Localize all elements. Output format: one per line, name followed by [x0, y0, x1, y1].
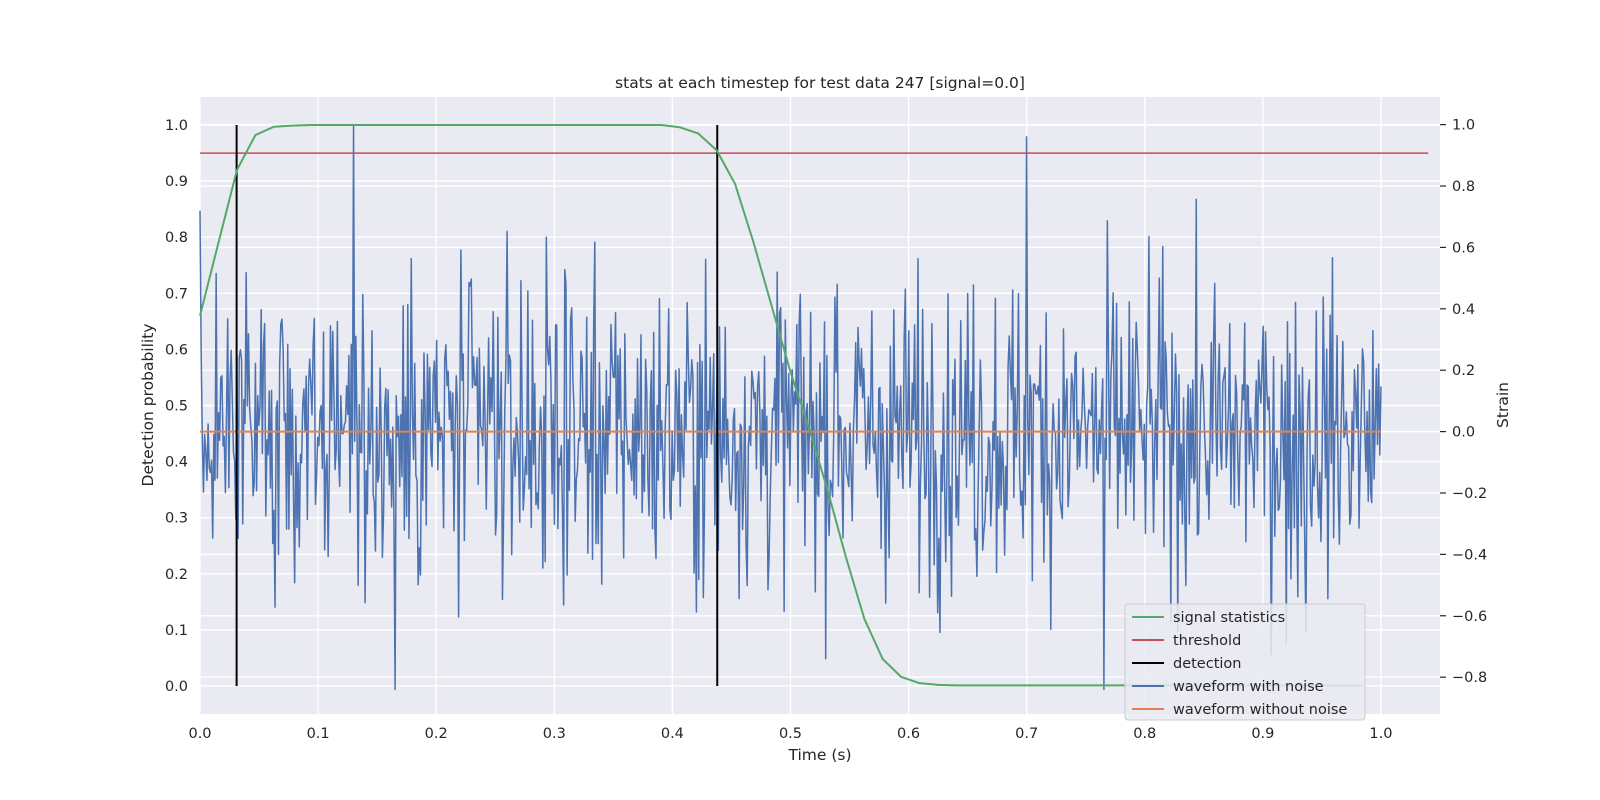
y-tick-label: 0.2: [165, 567, 188, 583]
x-tick-labels: 0.0 0.1 0.2 0.3 0.4 0.5 0.6 0.7 0.8 0.9 1.0: [188, 726, 1392, 742]
y2-axis-label: Strain: [1494, 382, 1512, 428]
x-tick-label: 0.7: [1015, 726, 1038, 742]
y-tick-label: 0.1: [165, 623, 188, 639]
y2-tick-label: −0.8: [1452, 670, 1487, 686]
y2-tick-label: 0.6: [1452, 240, 1475, 256]
y2-tick-label: −0.6: [1452, 609, 1487, 625]
y2-tick-label: −0.4: [1452, 547, 1487, 563]
x-tick-label: 1.0: [1369, 726, 1392, 742]
y2-tick-label: 0.4: [1452, 302, 1475, 318]
y2-tick-label: 0.0: [1452, 425, 1475, 441]
legend-label-waveform-without-noise: waveform without noise: [1173, 702, 1347, 718]
legend-label-waveform-with-noise: waveform with noise: [1173, 679, 1324, 695]
x-tick-label: 0.5: [779, 726, 802, 742]
y2-tick-label: 1.0: [1452, 118, 1475, 134]
legend-label-detection: detection: [1173, 656, 1241, 672]
y2-tick-label: 0.2: [1452, 363, 1475, 379]
x-axis-label: Time (s): [787, 746, 851, 764]
series-waveform-with-noise: [199, 123, 1382, 691]
x-tick-label: 0.3: [543, 726, 566, 742]
legend: signal statistics threshold detection wa…: [1124, 603, 1366, 721]
y-tick-label: 0.0: [165, 679, 188, 695]
y2-tick-label: −0.2: [1452, 486, 1487, 502]
x-tick-label: 0.8: [1133, 726, 1156, 742]
x-tick-label: 0.2: [425, 726, 448, 742]
legend-label-signal-statistics: signal statistics: [1173, 610, 1285, 626]
x-tick-label: 0.6: [897, 726, 920, 742]
x-tick-label: 0.9: [1251, 726, 1274, 742]
y-tick-label: 0.3: [165, 511, 188, 527]
y2-tick-label: 0.8: [1452, 179, 1475, 195]
y-tick-label: 0.9: [165, 174, 188, 190]
y-tick-label: 0.4: [165, 455, 188, 471]
legend-label-threshold: threshold: [1173, 633, 1241, 649]
legend-frame: [1124, 603, 1366, 721]
x-tick-label: 0.0: [188, 726, 211, 742]
y2-tick-labels: −0.8 −0.6 −0.4 −0.2 0.0 0.2 0.4 0.6 0.8 1.0: [1440, 118, 1487, 686]
chart-title: stats at each timestep for test data 247…: [615, 74, 1025, 92]
y-tick-label: 1.0: [165, 118, 188, 134]
y-tick-label: 0.8: [165, 230, 188, 246]
y-tick-labels: 0.0 0.1 0.2 0.3 0.4 0.5 0.6 0.7 0.8 0.9 1.0: [165, 118, 188, 695]
y-tick-label: 0.7: [165, 286, 188, 302]
y-tick-label: 0.5: [165, 399, 188, 415]
x-tick-label: 0.4: [661, 726, 684, 742]
x-tick-label: 0.1: [307, 726, 330, 742]
y-axis-label: Detection probability: [139, 324, 157, 487]
y-tick-label: 0.6: [165, 342, 188, 358]
